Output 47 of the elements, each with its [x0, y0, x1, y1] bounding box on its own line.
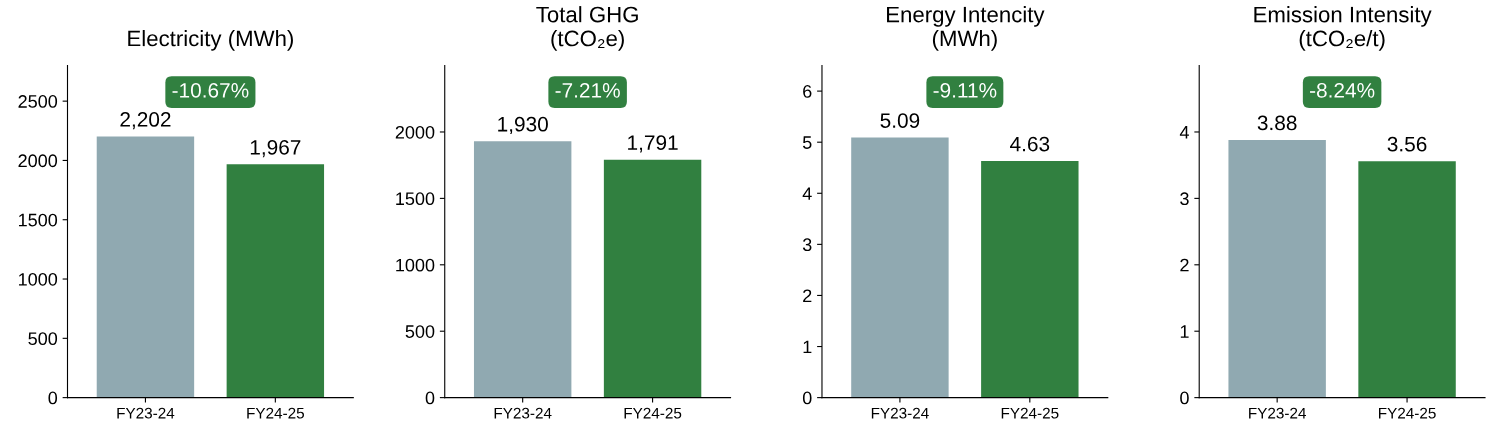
y-tick-label: 3 — [802, 238, 812, 252]
y-tick-label: 6 — [803, 85, 812, 98]
y-tick-label: 2 — [803, 289, 812, 302]
y-tick-label: 1000 — [396, 258, 435, 272]
y-tick-label: 5 — [802, 136, 812, 149]
y-tick-label: 2500 — [18, 95, 58, 108]
x-tick-label: FY23-24 — [871, 407, 929, 419]
y-tick-label: 1500 — [18, 213, 58, 227]
y-tick-label: 2000 — [18, 154, 58, 168]
data-label: 1,967 — [250, 139, 301, 158]
y-tick-label: 1000 — [18, 272, 58, 286]
data-label: 1,791 — [628, 135, 678, 153]
y-tick-label: 2 — [1180, 258, 1189, 272]
x-tick-label: FY24-25 — [1379, 407, 1436, 419]
y-tick-label: 0 — [1180, 391, 1189, 405]
y-tick-label: 500 — [405, 325, 435, 338]
y-tick-label: 1500 — [396, 192, 435, 206]
x-tick-label: FY23-24 — [117, 407, 175, 419]
chart-title: Total GHG (tCO₂e) — [536, 6, 638, 51]
annotation: -8.24% — [1310, 82, 1375, 98]
y-tick-label: 500 — [28, 332, 58, 346]
x-tick-label: FY24-25 — [624, 407, 682, 419]
chart-title: Energy Intencity (MWh) — [887, 6, 1045, 51]
y-tick-label: 0 — [425, 391, 435, 405]
y-tick-label: 3 — [1180, 192, 1189, 206]
data-label: 3.56 — [1387, 136, 1427, 152]
annotation: -7.21% — [555, 82, 620, 98]
data-label: 3.88 — [1257, 115, 1297, 131]
data-label: 1,930 — [498, 116, 548, 135]
y-tick-label: 4 — [802, 187, 812, 200]
chart-title: Electricity (MWh) — [128, 30, 293, 51]
y-tick-label: 1 — [1180, 325, 1189, 338]
y-tick-label: 1 — [803, 340, 812, 354]
y-tick-label: 0 — [802, 391, 812, 405]
annotation: -9.11% — [933, 82, 997, 98]
data-label: 4.63 — [1010, 136, 1050, 152]
x-tick-label: FY24-25 — [247, 407, 304, 419]
data-label: 2,202 — [120, 112, 171, 130]
data-label: 5.09 — [880, 113, 920, 128]
y-tick-label: 0 — [48, 391, 58, 405]
annotation: -10.67% — [172, 82, 249, 98]
y-tick-label: 4 — [1179, 126, 1189, 139]
chart-title: Emission Intensity (tCO₂e/t) — [1254, 6, 1432, 51]
x-tick-label: FY23-24 — [1249, 407, 1307, 419]
x-tick-label: FY24-25 — [1001, 407, 1059, 419]
x-tick-label: FY23-24 — [494, 407, 552, 419]
y-tick-label: 2000 — [395, 125, 435, 139]
